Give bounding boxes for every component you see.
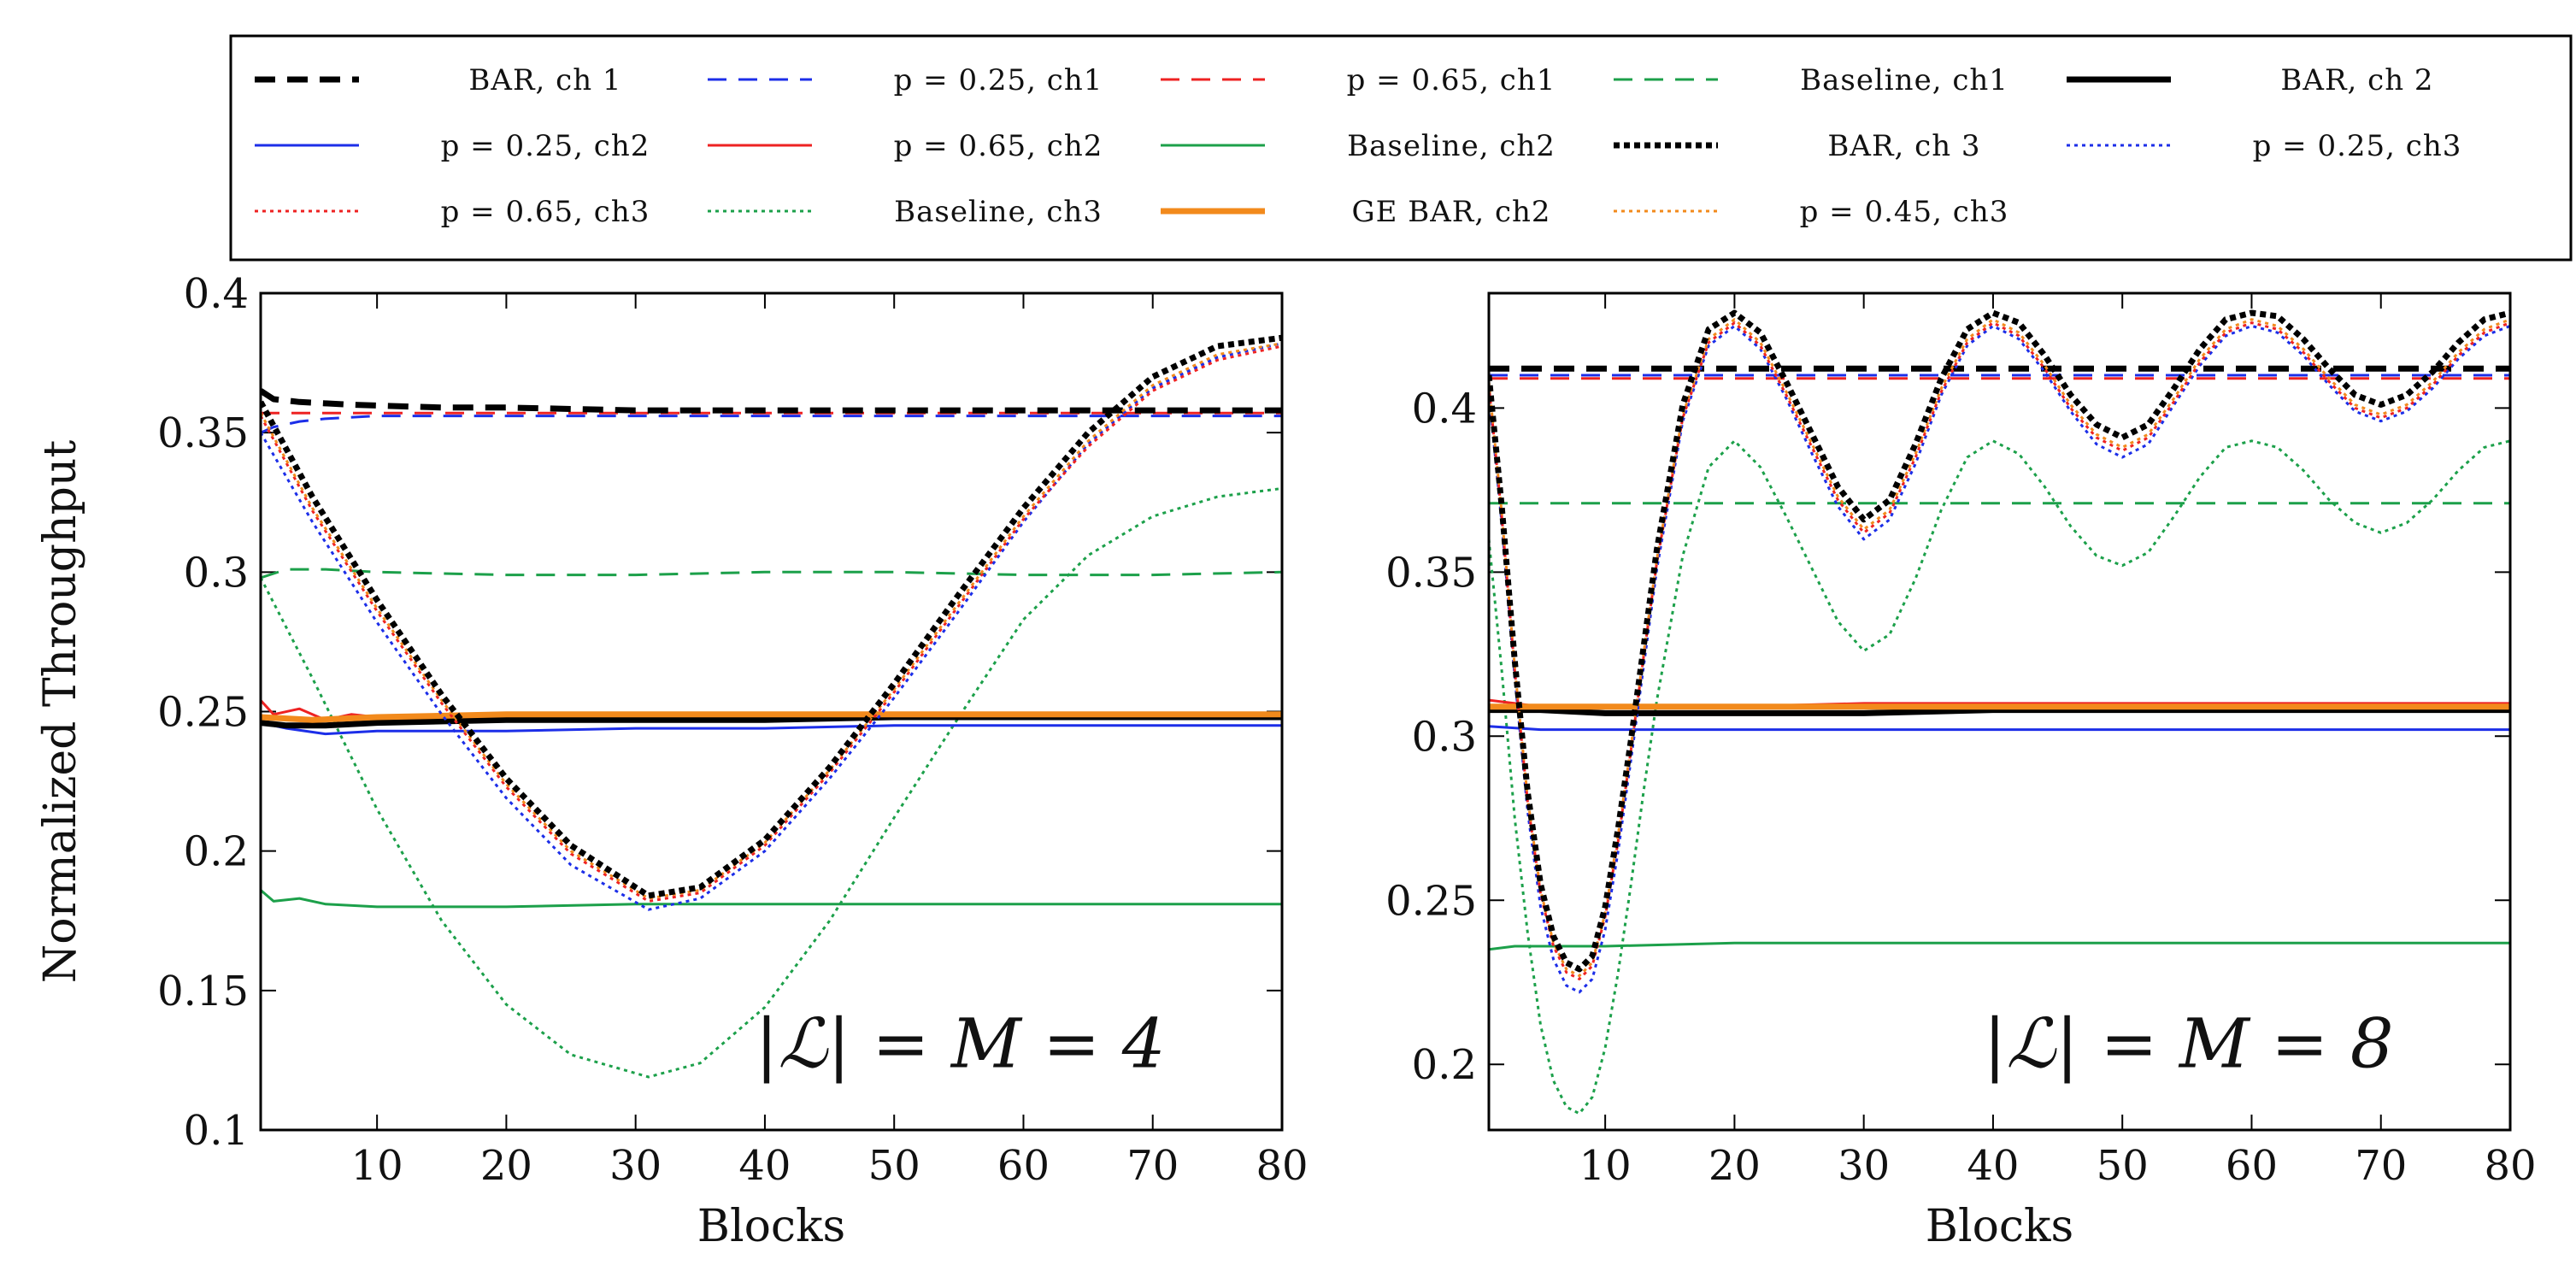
left-panel-series-bar-ch-1: [261, 388, 1282, 414]
legend-label: BAR, ch 3: [1827, 129, 1980, 163]
left-panel-ytick-label: 0.35: [157, 409, 249, 457]
right-panel-xlabel: Blocks: [1926, 1201, 2073, 1252]
legend-entry-p-0-25-ch2: p = 0.25, ch2: [255, 129, 650, 163]
legend-label: p = 0.25, ch1: [894, 63, 1103, 97]
right-panel-ytick-label: 0.35: [1385, 549, 1477, 597]
legend-entry-baseline-ch1: Baseline, ch1: [1614, 63, 2008, 97]
left-panel: 10 20 30 40 50 60 70 80 0.1 0.15 0.2 0.25 0.3 0.35 0.4…: [35, 270, 1309, 1252]
legend-entry-bar-ch-2: BAR, ch 2: [2067, 63, 2433, 97]
legend-entry-p-0-65-ch1: p = 0.65, ch1: [1161, 63, 1556, 97]
right-panel-ytick-label: 0.4: [1412, 385, 1477, 433]
left-panel-xtick-label: 10: [351, 1142, 403, 1190]
left-panel-series-bar-ch-3: [261, 334, 1282, 899]
left-panel-series-ge-bar-ch2: [261, 711, 1282, 723]
right-panel-xtick-label: 10: [1579, 1142, 1632, 1190]
right-panel-xtick-label: 20: [1709, 1142, 1761, 1190]
left-panel-series-p-0-65-ch3: [261, 344, 1282, 903]
right-panel-xtick-label: 80: [2484, 1142, 2536, 1190]
legend-label: BAR, ch 2: [2280, 63, 2433, 97]
legend-label: Baseline, ch2: [1347, 129, 1556, 163]
right-panel-ytick-label: 0.2: [1412, 1041, 1477, 1089]
right-panel-series-p-0-65-ch3: [1489, 321, 2510, 980]
left-panel-series-p-0-25-ch3: [261, 342, 1282, 911]
legend-label: p = 0.65, ch1: [1347, 63, 1556, 97]
left-panel-xtick-label: 30: [609, 1142, 662, 1190]
legend-label: p = 0.45, ch3: [1800, 195, 2009, 229]
left-panel-ylabel: Normalized Throughput: [35, 440, 86, 984]
legend-entry-bar-ch-1: BAR, ch 1: [255, 63, 621, 97]
right-panel-xtick-label: 60: [2226, 1142, 2278, 1190]
right-panel-series-p-0-45-ch3: [1489, 318, 2510, 978]
left-panel-xlabel: Blocks: [697, 1201, 845, 1252]
left-panel-series-baseline-ch2: [261, 889, 1282, 909]
left-panel-ytick-label: 0.2: [184, 828, 249, 876]
right-panel-xtick-label: 70: [2355, 1142, 2407, 1190]
right-panel-ticks: 10 20 30 40 50 60 70 80 0.2 0.25 0.3 0.35 0.4: [1385, 293, 2537, 1190]
left-panel-xtick-label: 20: [480, 1142, 532, 1190]
left-panel-series-p-0-25-ch2: [261, 721, 1282, 736]
legend-label: p = 0.65, ch3: [441, 195, 650, 229]
right-panel-ytick-label: 0.25: [1385, 877, 1477, 925]
legend-entry-p-0-45-ch3: p = 0.45, ch3: [1614, 195, 2008, 229]
left-panel-series: [261, 334, 1282, 1079]
legend-box: [229, 34, 2573, 262]
legend-entry-bar-ch-3: BAR, ch 3: [1614, 129, 1980, 163]
left-panel-frame: [259, 291, 1284, 1132]
legend-entry-p-0-65-ch3: p = 0.65, ch3: [255, 195, 650, 229]
right-panel-xtick-label: 50: [2097, 1142, 2149, 1190]
legend-label: GE BAR, ch2: [1351, 195, 1550, 229]
right-panel-series-p-0-25-ch3: [1489, 324, 2510, 994]
legend-label: p = 0.65, ch2: [894, 129, 1103, 163]
legend-entry-ge-bar-ch2: GE BAR, ch2: [1161, 195, 1550, 229]
legend-label: p = 0.25, ch3: [2253, 129, 2462, 163]
legend-label: p = 0.25, ch2: [441, 129, 650, 163]
left-panel-xtick-label: 60: [997, 1142, 1050, 1190]
left-panel-ytick-label: 0.15: [157, 968, 249, 1015]
right-panel-series-p-0-25-ch2: [1489, 725, 2510, 732]
legend-entries: BAR, ch 1 p = 0.25, ch1 p = 0.65, ch1 Basel…: [255, 63, 2461, 229]
left-panel-ytick-label: 0.1: [184, 1107, 249, 1155]
right-panel-series-bar-ch-3: [1489, 309, 2510, 973]
left-panel-series-baseline-ch3: [261, 486, 1282, 1079]
right-panel-frame: [1487, 291, 2512, 1132]
left-panel-series-baseline-ch1: [261, 568, 1282, 580]
legend-entry-baseline-ch3: Baseline, ch3: [708, 195, 1103, 229]
left-panel-xtick-label: 40: [738, 1142, 791, 1190]
legend-label: Baseline, ch3: [894, 195, 1103, 229]
legend-entry-baseline-ch2: Baseline, ch2: [1161, 129, 1556, 163]
legend-entry-p-0-65-ch2: p = 0.65, ch2: [708, 129, 1103, 163]
left-panel-xtick-label: 70: [1126, 1142, 1179, 1190]
left-panel-ticks: 10 20 30 40 50 60 70 80 0.1 0.15 0.2 0.25 0.3 0.35 0.4: [157, 270, 1308, 1190]
right-panel: 10 20 30 40 50 60 70 80 0.2 0.25 0.3 0.35 0.4 Blocks…: [1385, 291, 2537, 1252]
right-panel-annotation: |ℒ| = M = 8: [1984, 1004, 2394, 1084]
right-panel-ytick-label: 0.3: [1412, 713, 1477, 761]
left-panel-xtick-label: 50: [868, 1142, 920, 1190]
left-panel-series-p-0-25-ch1: [261, 415, 1282, 434]
right-panel-series: [1489, 309, 2510, 1115]
right-panel-series-bar-ch-2: [1489, 707, 2510, 716]
legend-entry-p-0-25-ch1: p = 0.25, ch1: [708, 63, 1103, 97]
left-panel-series-p-0-45-ch3: [261, 342, 1282, 900]
right-panel-xtick-label: 30: [1838, 1142, 1890, 1190]
left-panel-xtick-label: 80: [1256, 1142, 1308, 1190]
legend-label: BAR, ch 1: [468, 63, 621, 97]
left-panel-ytick-label: 0.4: [184, 270, 249, 318]
left-panel-ytick-label: 0.3: [184, 549, 249, 597]
left-panel-annotation: |ℒ| = M = 4: [756, 1004, 1166, 1084]
legend: BAR, ch 1 p = 0.25, ch1 p = 0.65, ch1 Basel…: [229, 34, 2573, 262]
right-panel-xtick-label: 40: [1967, 1142, 2019, 1190]
left-panel-ytick-label: 0.25: [157, 689, 249, 737]
legend-label: Baseline, ch1: [1800, 63, 2008, 97]
legend-entry-p-0-25-ch3: p = 0.25, ch3: [2067, 129, 2461, 163]
